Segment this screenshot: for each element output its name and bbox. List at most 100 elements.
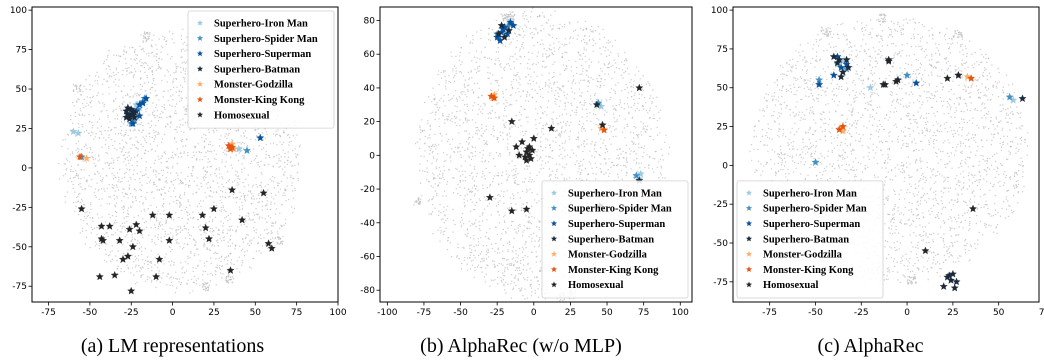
x-tick-label: 25 [208, 308, 219, 318]
background-points-a [58, 27, 301, 294]
y-tick-label: -80 [360, 286, 375, 296]
y-tick-label: 0 [369, 151, 375, 161]
y-tick-label: 20 [364, 118, 376, 128]
data-point [128, 119, 137, 128]
caption-a: (a) LM representations [80, 335, 265, 357]
data-point [833, 58, 842, 67]
data-point [525, 151, 534, 159]
x-tick-label: 25 [947, 308, 958, 318]
data-point [238, 215, 247, 224]
data-point [515, 151, 524, 159]
y-tick-label: -20 [360, 185, 375, 195]
data-point [226, 266, 235, 274]
x-tick-label: -50 [453, 308, 468, 318]
x-tick-label: -75 [762, 308, 777, 318]
data-point [509, 21, 518, 29]
data-point [884, 55, 893, 64]
y-tick-label: -50 [713, 239, 728, 249]
data-point [506, 18, 515, 26]
legend-marker [745, 220, 753, 227]
data-point [128, 242, 137, 251]
axes-frame [31, 6, 339, 303]
data-point [921, 246, 930, 255]
data-point [99, 236, 108, 244]
y-tick-label: 0 [21, 164, 27, 174]
x-tick-label: -75 [417, 308, 432, 318]
legend-label: Monster-Godzilla [214, 80, 294, 91]
x-tick-label: 25 [565, 308, 576, 318]
legend-label: Homosexual [568, 280, 624, 291]
data-point [842, 55, 851, 64]
legend-label: Superhero-Batman [214, 64, 300, 75]
legend-marker [196, 50, 204, 57]
data-point [125, 114, 134, 123]
data-point [267, 244, 276, 252]
legend-label: Monster-King Kong [214, 95, 305, 106]
legend-label: Homosexual [763, 280, 819, 291]
data-point [598, 120, 607, 129]
axes-frame [379, 6, 693, 303]
y-tick-label: -25 [713, 200, 728, 210]
series-b-2 [493, 18, 518, 45]
data-point [954, 71, 963, 79]
y-tick-label: 0 [722, 161, 728, 171]
data-point [529, 134, 538, 142]
axes-frame [732, 6, 1040, 303]
y-tick-label: 75 [16, 46, 27, 56]
data-point [243, 146, 251, 154]
legend-marker [196, 35, 204, 41]
legend-marker [745, 189, 753, 196]
data-point [969, 204, 977, 213]
data-point [507, 117, 516, 125]
y-tick-label: 25 [717, 123, 728, 133]
series-a-3 [122, 103, 139, 123]
data-point [130, 113, 139, 121]
data-point [110, 271, 119, 279]
x-tick-label: -50 [808, 308, 823, 318]
data-point [518, 137, 527, 146]
legend-marker [550, 205, 558, 211]
legend-label: Superhero-Spider Man [763, 204, 867, 215]
x-tick-label: -75 [41, 308, 56, 318]
caption-b: (b) AlphaRec (w/o MLP) [420, 335, 622, 357]
x-tick-label: -25 [490, 308, 505, 318]
legend-marker [550, 266, 558, 272]
data-point [115, 236, 124, 244]
y-tick-label: 100 [10, 6, 27, 16]
legend-marker [745, 281, 753, 288]
scatter-plot-b: -100 -75 -50 -25 0 25 50 75 100 -80 -60 -40 -20 0 20 40… [360, 6, 693, 318]
data-point [837, 72, 846, 81]
y-tick-label: -40 [360, 219, 375, 229]
data-point [635, 83, 644, 92]
legend-marker [745, 235, 753, 242]
data-point [815, 80, 824, 88]
x-tick-label: 0 [904, 308, 910, 318]
data-point [947, 276, 955, 284]
data-point [256, 133, 265, 142]
y-tick-label: 100 [711, 6, 728, 16]
y-tick-label: -25 [12, 203, 27, 213]
x-tick-label: -100 [377, 308, 398, 318]
data-point [74, 129, 83, 137]
data-point [592, 100, 601, 109]
data-point [528, 146, 537, 154]
series-a-6 [77, 185, 276, 295]
x-tick-label: 0 [170, 308, 176, 318]
y-tick-label: 60 [364, 50, 376, 60]
legend-label: Superhero-Superman [763, 219, 860, 230]
data-point [945, 271, 954, 279]
y-tick-label: 50 [717, 84, 729, 94]
data-point [123, 252, 132, 260]
scatter-plot-c: -75 -50 -25 0 25 50 75 -75 -50 -25 0 25 50 75 100 Super… [711, 6, 1044, 318]
data-point [165, 236, 174, 244]
x-tick-label: 50 [250, 308, 262, 318]
data-point [1018, 94, 1027, 102]
x-tick-label: -25 [854, 308, 869, 318]
data-point [950, 283, 959, 292]
data-point [500, 33, 509, 41]
legend-label: Superhero-Spider Man [568, 204, 672, 215]
data-point [844, 63, 853, 71]
y-tick-label: -60 [360, 252, 375, 262]
x-tick-label: 100 [672, 308, 689, 318]
series-c-4 [837, 72, 972, 135]
